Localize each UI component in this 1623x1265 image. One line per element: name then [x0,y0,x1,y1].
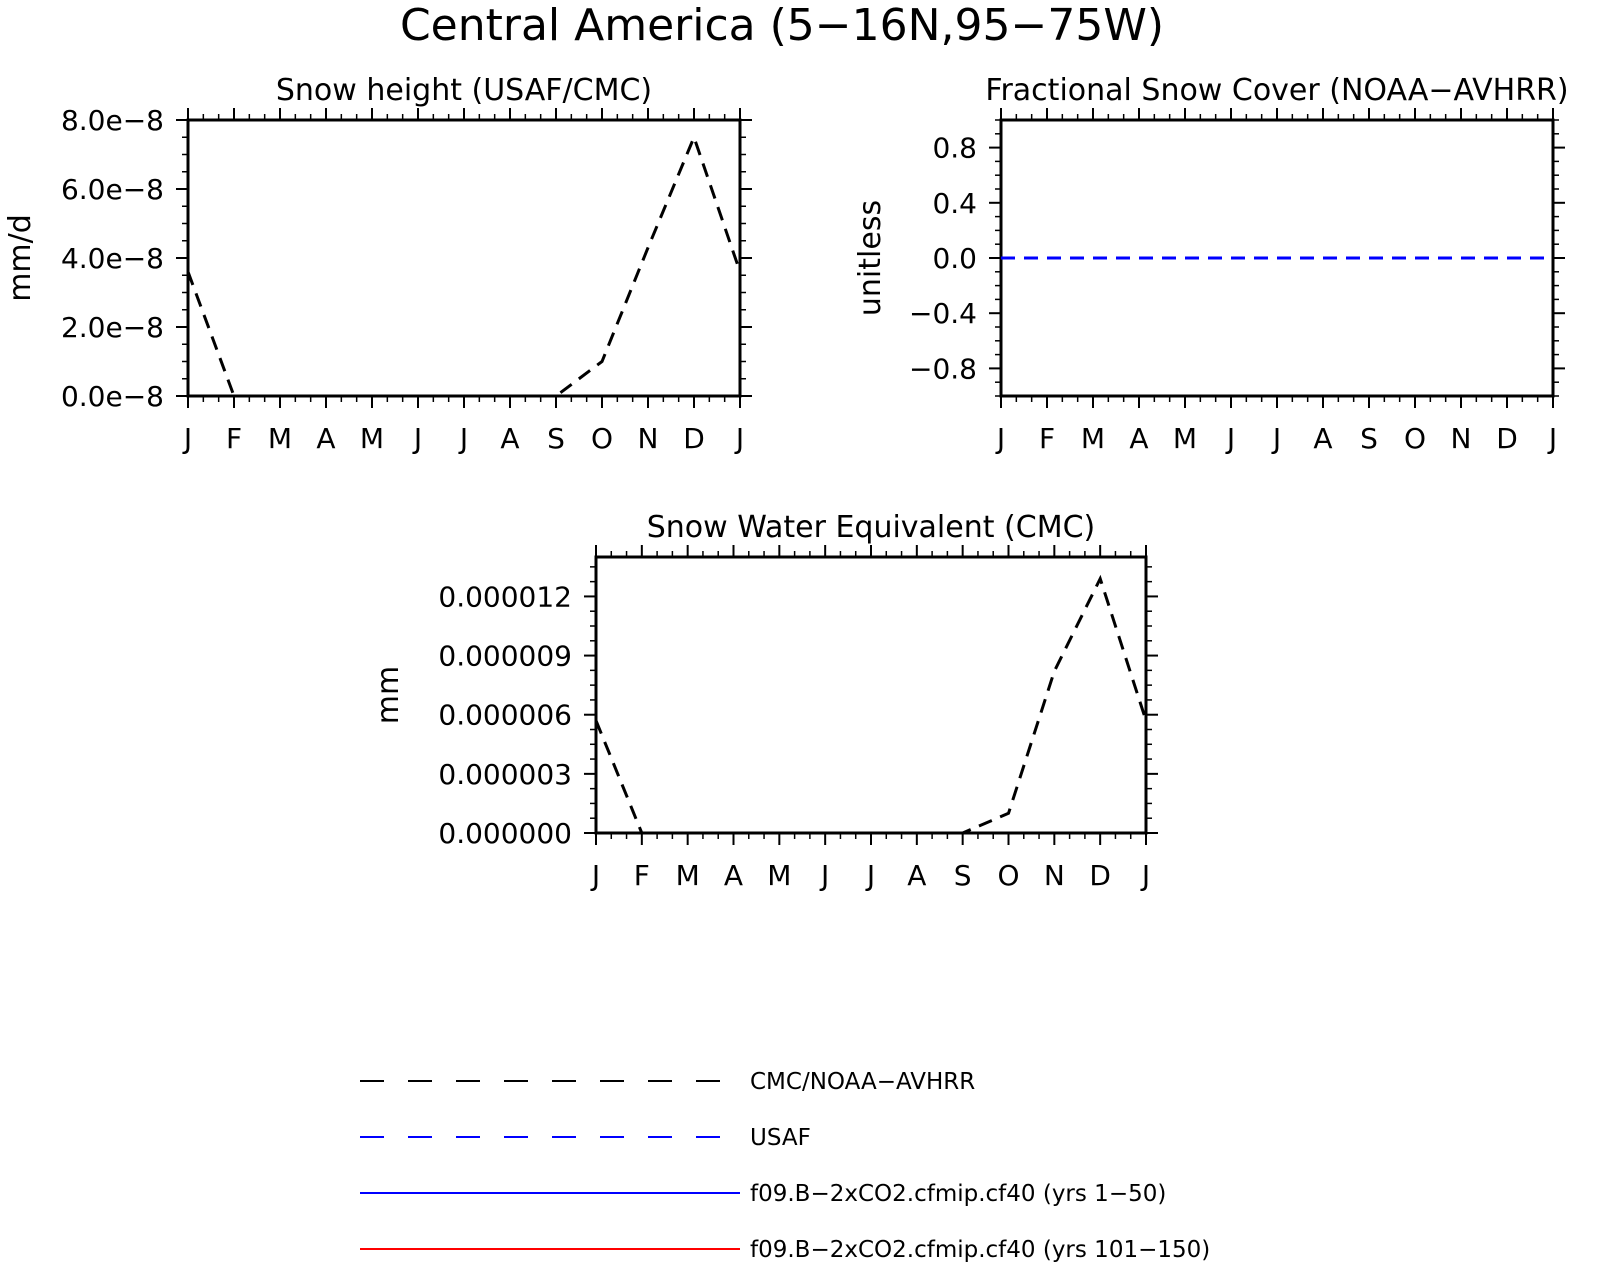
y-tick-label: 2.0e−8 [61,311,164,344]
figure-title: Central America (5−16N,95−75W) [400,0,1164,51]
x-tick-label: S [954,859,972,892]
y-tick-label: −0.4 [909,297,977,330]
y-tick-label: 0.000009 [438,640,572,673]
panel-snow-water-equivalent: Snow Water Equivalent (CMC)mmJ F M A M J J A S O N… [371,510,1158,892]
x-tick-label: J [590,859,600,892]
y-tick-label: 0.4 [932,187,977,220]
x-tick-label: M [767,859,791,892]
y-tick-label: 0.000012 [438,580,572,613]
y-axis-label: mm [371,666,406,724]
x-tick-label: S [547,422,565,455]
x-tick-label: F [226,422,242,455]
plot-frame [594,555,1148,835]
x-tick-label: M [1081,422,1105,455]
panel-snow-height: Snow height (USAF/CMC)mm/dJ F M A M J J A S O N D J0… [3,73,752,455]
x-tick-label: A [316,422,335,455]
y-tick-label: 4.0e−8 [61,242,164,275]
x-tick-label: M [268,422,292,455]
x-tick-label: O [1404,422,1426,455]
y-axis-label: mm/d [3,214,38,302]
x-tick-label: J [1225,422,1235,455]
y-tick-label: −0.8 [909,352,977,385]
y-tick-label: 0.000003 [438,758,572,791]
x-tick-label: O [591,422,613,455]
x-tick-label: D [1496,422,1518,455]
x-tick-label: M [676,859,700,892]
x-tick-label: A [907,859,926,892]
y-tick-label: 0.000000 [438,817,572,850]
x-tick-label: A [500,422,519,455]
x-tick-label: N [1451,422,1472,455]
panel-title: Fractional Snow Cover (NOAA−AVHRR) [985,73,1568,108]
x-tick-label: J [1140,859,1150,892]
series-line [186,133,742,398]
y-tick-label: 0.0e−8 [61,380,164,413]
x-tick-label: O [997,859,1019,892]
y-tick-label: 0.000006 [438,699,572,732]
x-tick-label: J [1271,422,1281,455]
panel-title: Snow Water Equivalent (CMC) [647,510,1095,545]
x-tick-label: S [1360,422,1378,455]
x-tick-label: A [1313,422,1332,455]
x-tick-label: J [412,422,422,455]
y-tick-label: 0.0 [932,242,977,275]
y-tick-label: 0.8 [932,132,977,165]
panels: Snow height (USAF/CMC)mm/dJ F M A M J J A S O N D J0… [3,73,1569,892]
x-tick-label: J [995,422,1005,455]
x-tick-label: D [683,422,705,455]
x-tick-label: F [1039,422,1055,455]
legend-label: f09.B−2xCO2.cfmip.cf40 (yrs 101−150) [750,1237,1210,1263]
y-axis-label: unitless [853,200,888,316]
x-tick-label: A [724,859,743,892]
legend-label: CMC/NOAA−AVHRR [750,1069,975,1095]
y-tick-label: 8.0e−8 [61,104,164,137]
x-tick-label: A [1129,422,1148,455]
legend-label: USAF [750,1125,811,1151]
x-tick-label: N [1044,859,1065,892]
series-line [594,574,1148,835]
legend-label: f09.B−2xCO2.cfmip.cf40 (yrs 1−50) [750,1181,1166,1207]
x-tick-label: F [634,859,650,892]
x-tick-label: J [819,859,829,892]
x-tick-label: M [360,422,384,455]
plot-frame [186,118,742,398]
x-tick-label: N [638,422,659,455]
legend: CMC/NOAA−AVHRR USAF f09.B−2xCO2.cfmip.cf40… [360,1069,1210,1263]
panel-title: Snow height (USAF/CMC) [276,73,652,108]
x-tick-label: J [458,422,468,455]
x-tick-label: J [734,422,744,455]
x-tick-label: J [865,859,875,892]
x-tick-label: J [1547,422,1557,455]
x-tick-label: J [182,422,192,455]
x-tick-label: D [1089,859,1111,892]
panel-fractional-snow-cover: Fractional Snow Cover (NOAA−AVHRR) unitle… [853,73,1569,455]
x-tick-label: M [1173,422,1197,455]
y-tick-label: 6.0e−8 [61,173,164,206]
